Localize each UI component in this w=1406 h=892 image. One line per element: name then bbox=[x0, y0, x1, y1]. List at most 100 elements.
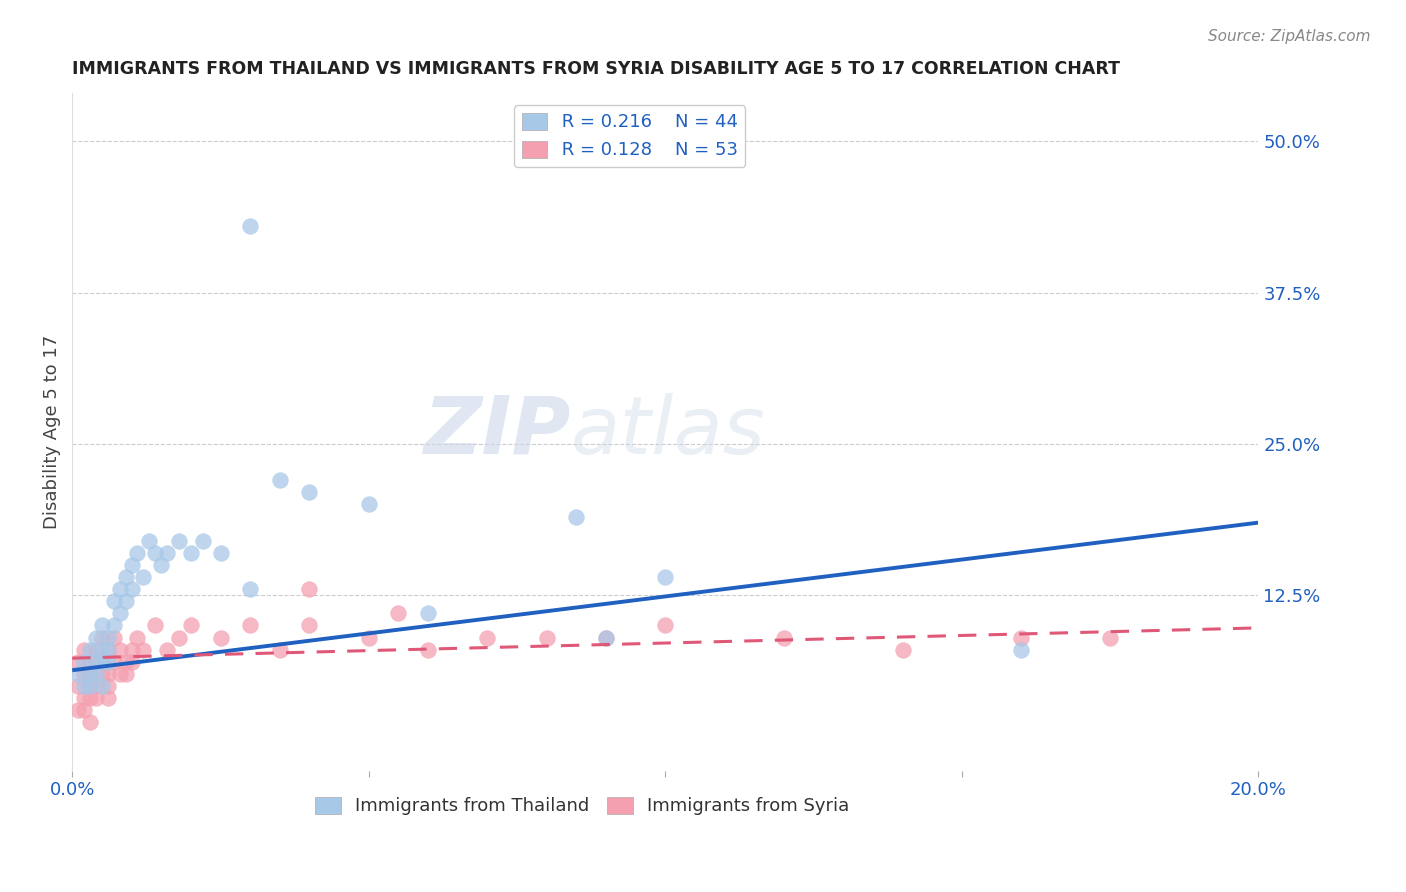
Point bbox=[90, 679, 112, 693]
Point bbox=[180, 618, 202, 632]
Point bbox=[298, 618, 321, 632]
Point bbox=[132, 570, 155, 584]
Point bbox=[209, 546, 232, 560]
Point bbox=[97, 666, 120, 681]
Point bbox=[84, 631, 107, 645]
Point bbox=[90, 666, 112, 681]
Point bbox=[269, 473, 291, 487]
Point bbox=[67, 655, 90, 669]
Point bbox=[127, 546, 149, 560]
Point bbox=[73, 666, 96, 681]
Point bbox=[90, 655, 112, 669]
Point bbox=[114, 655, 136, 669]
Point bbox=[239, 582, 262, 597]
Point bbox=[357, 498, 380, 512]
Point bbox=[73, 703, 96, 717]
Point bbox=[114, 594, 136, 608]
Point bbox=[138, 533, 160, 548]
Point bbox=[121, 558, 143, 572]
Point bbox=[73, 642, 96, 657]
Point bbox=[167, 533, 190, 548]
Point bbox=[84, 666, 107, 681]
Point bbox=[90, 618, 112, 632]
Y-axis label: Disability Age 5 to 17: Disability Age 5 to 17 bbox=[44, 334, 60, 529]
Point bbox=[79, 666, 101, 681]
Point bbox=[595, 631, 617, 645]
Point bbox=[97, 642, 120, 657]
Point bbox=[103, 631, 125, 645]
Point bbox=[79, 715, 101, 730]
Point bbox=[143, 546, 166, 560]
Point bbox=[108, 666, 131, 681]
Point bbox=[387, 607, 409, 621]
Point bbox=[121, 642, 143, 657]
Point bbox=[97, 642, 120, 657]
Point bbox=[114, 666, 136, 681]
Point bbox=[67, 679, 90, 693]
Point bbox=[108, 642, 131, 657]
Point bbox=[97, 679, 120, 693]
Point bbox=[773, 631, 796, 645]
Point bbox=[209, 631, 232, 645]
Text: ZIP: ZIP bbox=[423, 392, 571, 471]
Point bbox=[127, 631, 149, 645]
Point bbox=[143, 618, 166, 632]
Point bbox=[654, 570, 676, 584]
Point bbox=[654, 618, 676, 632]
Point bbox=[239, 219, 262, 234]
Point bbox=[90, 631, 112, 645]
Point bbox=[1099, 631, 1122, 645]
Text: IMMIGRANTS FROM THAILAND VS IMMIGRANTS FROM SYRIA DISABILITY AGE 5 TO 17 CORRELA: IMMIGRANTS FROM THAILAND VS IMMIGRANTS F… bbox=[72, 60, 1121, 78]
Legend: Immigrants from Thailand, Immigrants from Syria: Immigrants from Thailand, Immigrants fro… bbox=[308, 789, 856, 822]
Point bbox=[84, 655, 107, 669]
Point bbox=[84, 679, 107, 693]
Point bbox=[298, 582, 321, 597]
Point bbox=[891, 642, 914, 657]
Point bbox=[84, 655, 107, 669]
Point bbox=[97, 631, 120, 645]
Point bbox=[79, 679, 101, 693]
Point bbox=[269, 642, 291, 657]
Point bbox=[167, 631, 190, 645]
Point bbox=[67, 666, 90, 681]
Point bbox=[73, 655, 96, 669]
Point bbox=[79, 666, 101, 681]
Point bbox=[79, 642, 101, 657]
Point bbox=[79, 679, 101, 693]
Point bbox=[477, 631, 499, 645]
Point bbox=[121, 655, 143, 669]
Point bbox=[180, 546, 202, 560]
Point bbox=[536, 631, 558, 645]
Point bbox=[114, 570, 136, 584]
Point bbox=[150, 558, 173, 572]
Point bbox=[121, 582, 143, 597]
Point bbox=[595, 631, 617, 645]
Point bbox=[132, 642, 155, 657]
Point bbox=[79, 655, 101, 669]
Point bbox=[416, 607, 439, 621]
Point bbox=[97, 655, 120, 669]
Point bbox=[79, 691, 101, 706]
Point bbox=[84, 691, 107, 706]
Point bbox=[73, 691, 96, 706]
Point bbox=[103, 655, 125, 669]
Point bbox=[103, 594, 125, 608]
Point bbox=[90, 642, 112, 657]
Point bbox=[565, 509, 588, 524]
Point bbox=[84, 642, 107, 657]
Point bbox=[108, 582, 131, 597]
Point bbox=[97, 691, 120, 706]
Point bbox=[156, 642, 179, 657]
Point bbox=[156, 546, 179, 560]
Point bbox=[103, 618, 125, 632]
Point bbox=[191, 533, 214, 548]
Point bbox=[1010, 642, 1032, 657]
Point bbox=[90, 655, 112, 669]
Point bbox=[239, 618, 262, 632]
Text: atlas: atlas bbox=[571, 392, 765, 471]
Point bbox=[67, 703, 90, 717]
Point bbox=[1010, 631, 1032, 645]
Point bbox=[108, 607, 131, 621]
Point bbox=[73, 679, 96, 693]
Point bbox=[298, 485, 321, 500]
